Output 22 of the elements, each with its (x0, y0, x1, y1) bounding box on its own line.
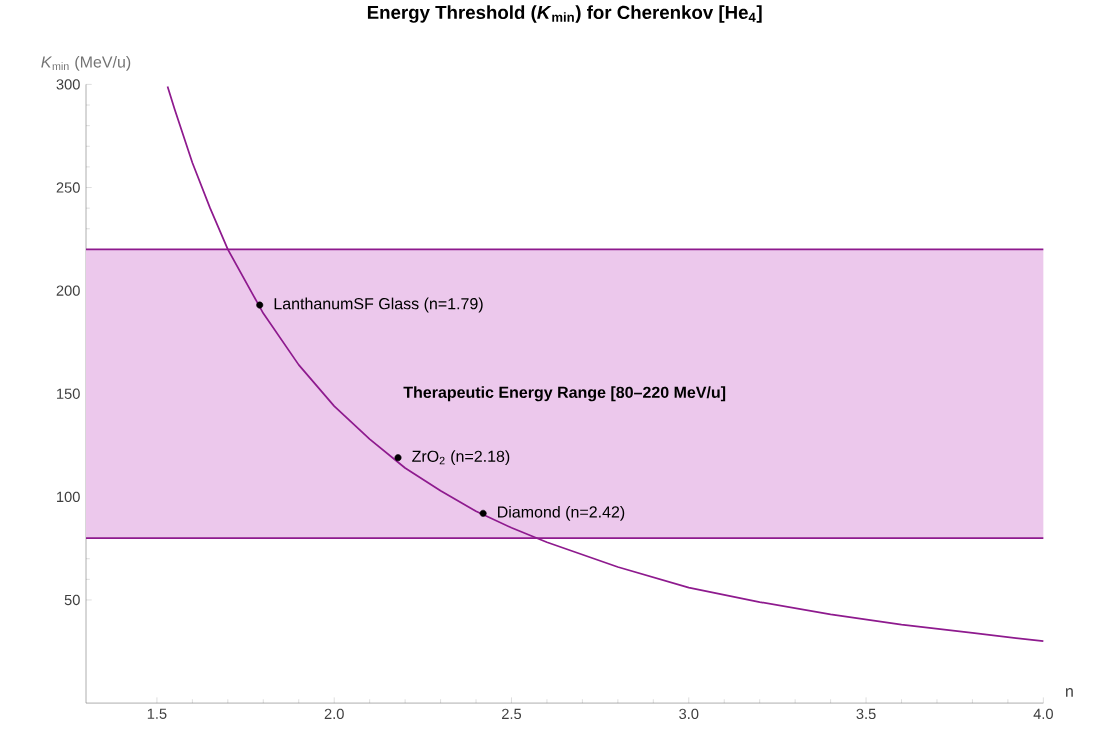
band-label: Therapeutic Energy Range [80–220 MeV/u] (403, 386, 726, 402)
annotation: LanthanumSF Glass (n=1.79) (274, 297, 483, 313)
annotation: Diamond (n=2.42) (498, 505, 625, 521)
point (394, 454, 402, 462)
point (479, 509, 487, 517)
x-tick-label: 4.0 (1033, 708, 1053, 720)
y-tick-label: 300 (56, 79, 80, 90)
annotation: ZrO$_{2}$ (n=2.18) (412, 450, 510, 466)
x-tick-label: 1.5 (147, 708, 167, 719)
x-tick-label: 3.5 (856, 708, 876, 720)
x-tick-label: 2.5 (502, 708, 522, 720)
point (256, 301, 264, 309)
x-axis-title: n (1066, 688, 1073, 697)
x-tick-label: 2.0 (324, 708, 344, 720)
y-axis-title: K$_{min}$ (MeV/u) (41, 55, 131, 71)
y-tick-label: 250 (56, 182, 80, 193)
y-tick-label: 200 (56, 285, 80, 296)
y-tick-label: 50 (64, 594, 80, 606)
chart-title: Energy Threshold (K$_{min}$) for Cherenkov [He$_{4}$] (367, 5, 762, 23)
y-tick-label: 100 (57, 491, 80, 503)
y-tick-label: 150 (57, 388, 80, 399)
x-tick-label: 3.0 (679, 708, 699, 720)
